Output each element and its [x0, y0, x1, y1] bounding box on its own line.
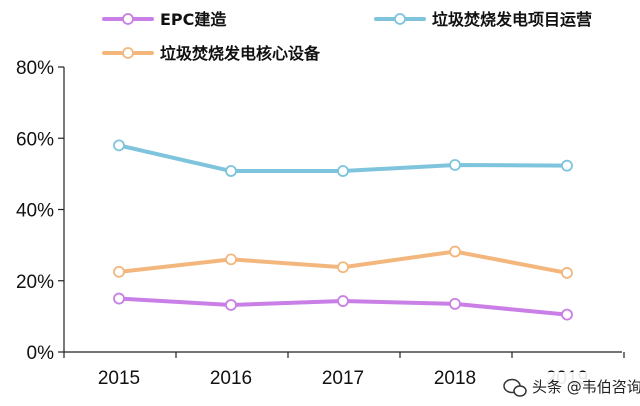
watermark-text: 头条 @韦伯咨询 [532, 378, 640, 396]
legend-swatch-marker [122, 13, 134, 25]
legend-item: EPC建造 [102, 10, 227, 29]
data-point [449, 159, 461, 171]
data-point [225, 165, 237, 177]
data-point [225, 299, 237, 311]
data-point [113, 292, 125, 305]
data-point [561, 308, 573, 321]
watermark-background [496, 372, 638, 402]
x-tick-label: 2018 [434, 368, 476, 389]
data-point [113, 265, 125, 278]
wechat-like-icon [503, 378, 527, 397]
y-tick-label: 80% [16, 58, 54, 79]
legend-item: 垃圾焚烧发电核心设备 [102, 44, 321, 63]
series-group [113, 139, 573, 177]
data-point [337, 165, 349, 177]
series-group [113, 292, 573, 321]
data-point [113, 139, 125, 152]
data-point [561, 159, 573, 172]
data-point [337, 261, 349, 274]
data-point [225, 253, 237, 266]
data-point [449, 245, 461, 258]
data-point [337, 295, 349, 307]
legend-label: 垃圾焚烧发电核心设备 [160, 44, 321, 63]
y-tick-label: 40% [16, 201, 54, 222]
data-point [561, 267, 573, 279]
legend-label: EPC建造 [160, 10, 227, 29]
watermark: 头条 @韦伯咨询 [496, 372, 640, 402]
x-tick-label: 2017 [322, 368, 364, 389]
x-tick-label: 2016 [210, 368, 252, 389]
y-tick-label: 60% [16, 129, 54, 150]
x-tick-label: 2015 [98, 368, 140, 389]
legend-swatch-marker [122, 47, 134, 59]
y-tick-label: 20% [16, 272, 54, 293]
series-group [113, 245, 573, 279]
axes: 0%20%40%60%80%20152016201720182019 [16, 58, 625, 389]
series-lines [113, 139, 573, 321]
y-tick-label: 0% [27, 343, 55, 364]
data-point [449, 298, 461, 310]
legend-item: 垃圾焚烧发电项目运营 [374, 10, 592, 29]
legend-label: 垃圾焚烧发电项目运营 [432, 10, 592, 29]
legend-swatch-marker [394, 13, 406, 25]
